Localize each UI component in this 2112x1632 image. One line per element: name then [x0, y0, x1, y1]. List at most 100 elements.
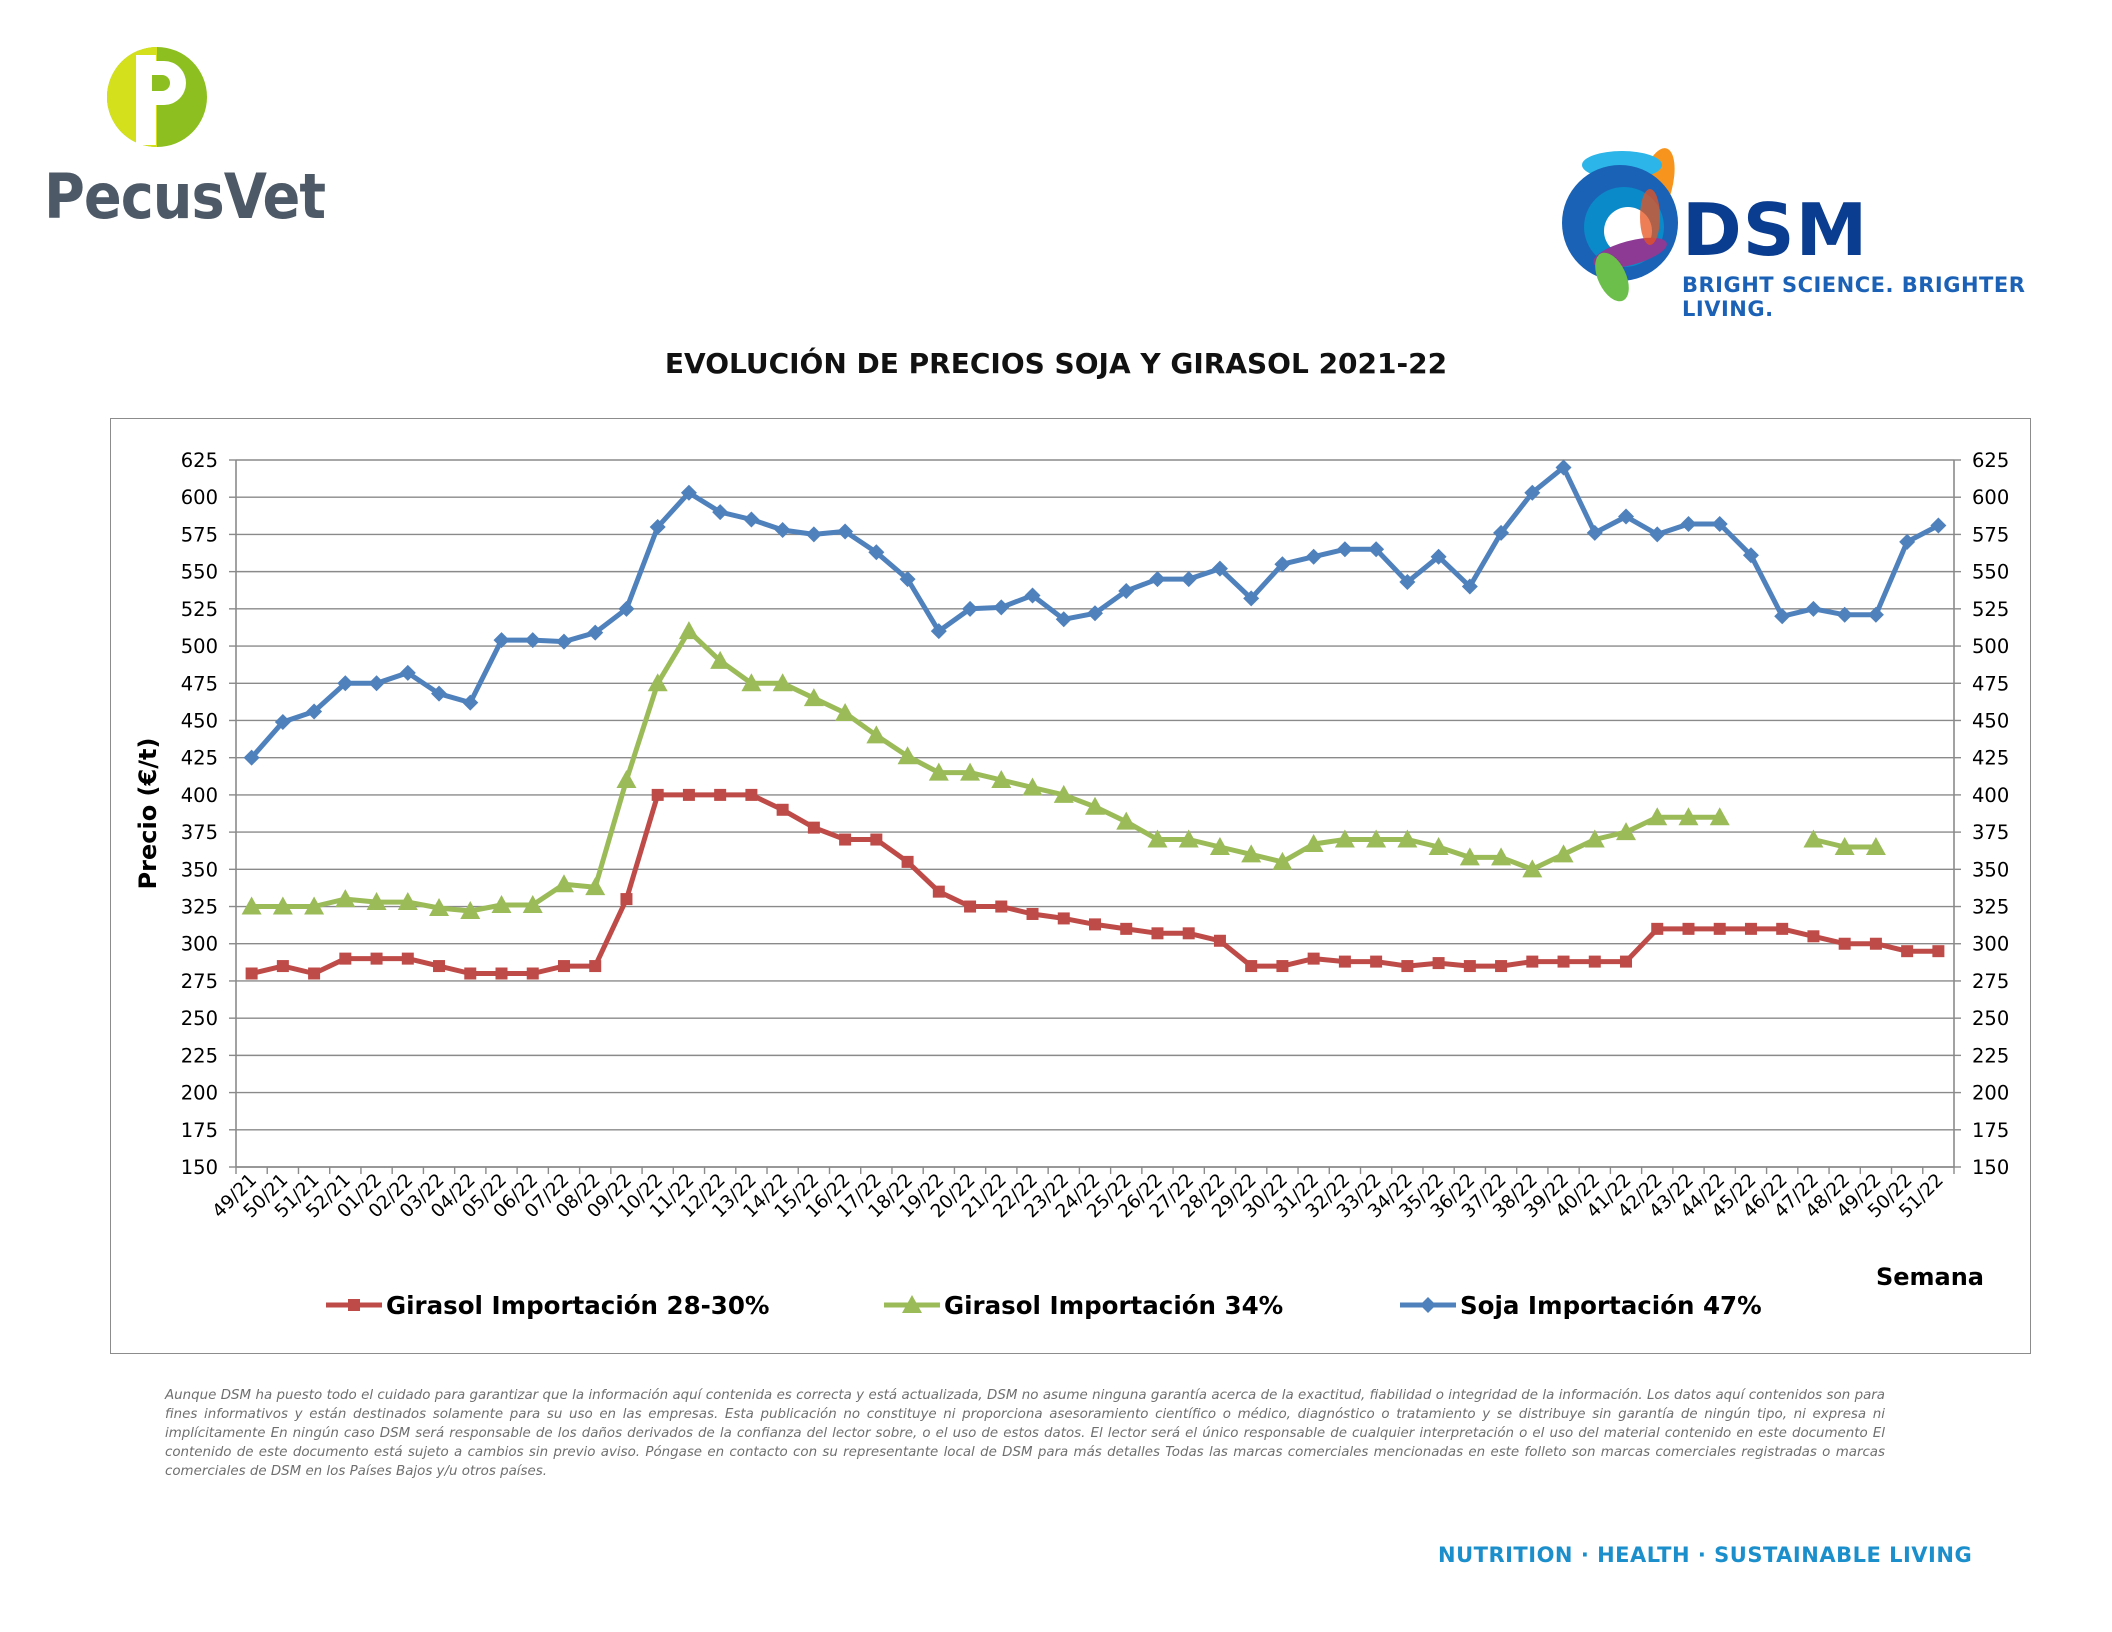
data-point	[1243, 590, 1260, 607]
data-point	[835, 703, 856, 722]
y-tick-label: 300	[181, 933, 218, 956]
data-point	[1274, 556, 1291, 573]
data-point	[276, 960, 289, 973]
x-axis-label: Semana	[1876, 1263, 1984, 1291]
data-point	[241, 896, 262, 915]
data-point	[1276, 960, 1289, 973]
data-point	[1459, 847, 1480, 866]
data-point	[839, 833, 852, 846]
data-point	[1553, 844, 1574, 863]
data-point	[1651, 922, 1664, 935]
y2-tick-label: 350	[1972, 858, 2009, 881]
legal-disclaimer: Aunque DSM ha puesto todo el cuidado par…	[165, 1388, 1885, 1479]
y-tick-label: 575	[181, 523, 218, 546]
y2-tick-label: 525	[1972, 598, 2009, 621]
chart-title: EVOLUCIÓN DE PRECIOS SOJA Y GIRASOL 2021…	[664, 347, 1448, 380]
data-point	[555, 633, 572, 650]
data-point	[866, 725, 887, 744]
y2-tick-label: 225	[1972, 1044, 2009, 1067]
y-tick-label: 350	[181, 858, 218, 881]
data-point	[397, 892, 418, 911]
data-point	[682, 788, 695, 801]
data-point	[1368, 541, 1385, 558]
data-point	[587, 624, 604, 641]
data-point	[1401, 960, 1414, 973]
data-point	[1147, 829, 1168, 848]
data-point	[714, 788, 727, 801]
y-tick-label: 150	[181, 1156, 218, 1179]
y2-tick-label: 200	[1972, 1082, 2009, 1105]
y-tick-label: 450	[181, 709, 218, 732]
legend-label: Girasol Importación 34%	[944, 1291, 1283, 1320]
y-tick-label: 175	[181, 1119, 218, 1142]
data-point	[620, 893, 633, 906]
data-point	[960, 762, 981, 781]
legend-label: Soja Importación 47%	[1460, 1291, 1762, 1320]
data-point	[1118, 582, 1135, 599]
data-point	[1399, 574, 1416, 591]
data-point	[308, 967, 321, 980]
y-tick-label: 375	[181, 821, 218, 844]
data-point	[1680, 516, 1697, 533]
data-point	[433, 960, 446, 973]
data-point	[651, 788, 664, 801]
dsm-swirl-icon	[1562, 148, 1678, 302]
y2-tick-label: 625	[1972, 449, 2009, 472]
footer-tagline: NUTRITION · HEALTH · SUSTAINABLE LIVING	[1438, 1543, 1973, 1567]
data-point	[1649, 526, 1666, 543]
data-point	[1397, 829, 1418, 848]
data-point	[1428, 836, 1449, 855]
data-point	[1584, 829, 1605, 848]
data-point	[1432, 957, 1445, 970]
data-point	[524, 632, 541, 649]
data-point	[1867, 606, 1884, 623]
data-point	[1682, 922, 1695, 935]
y2-tick-label: 500	[1972, 635, 2009, 658]
data-point	[837, 523, 854, 540]
y2-tick-label: 375	[1972, 821, 2009, 844]
data-point	[616, 770, 637, 789]
data-point	[366, 892, 387, 911]
data-point	[995, 900, 1008, 913]
data-point	[928, 762, 949, 781]
data-point	[462, 694, 479, 711]
data-point	[306, 703, 323, 720]
data-point	[1430, 548, 1447, 565]
data-point	[370, 952, 383, 965]
data-point	[401, 952, 414, 965]
y-axis-label: Precio (€/t)	[134, 738, 162, 890]
legend-marker	[1420, 1297, 1436, 1313]
y-tick-label: 275	[181, 970, 218, 993]
data-point	[1366, 829, 1387, 848]
data-point	[1491, 847, 1512, 866]
data-point	[710, 650, 731, 669]
data-point	[243, 749, 260, 766]
data-point	[618, 600, 635, 617]
data-point	[339, 952, 352, 965]
y-tick-label: 200	[181, 1082, 218, 1105]
data-point	[1053, 784, 1074, 803]
data-point	[585, 877, 606, 896]
legend-marker	[348, 1299, 360, 1311]
data-point	[868, 544, 885, 561]
data-point	[1836, 606, 1853, 623]
data-point	[1526, 955, 1539, 968]
data-point	[1524, 484, 1541, 501]
data-point	[337, 675, 354, 692]
data-point	[930, 623, 947, 640]
y-tick-label: 325	[181, 896, 218, 919]
data-point	[1865, 836, 1886, 855]
data-point	[589, 960, 602, 973]
data-point	[1180, 571, 1197, 588]
data-point	[1557, 955, 1570, 968]
data-point	[368, 675, 385, 692]
data-point	[272, 896, 293, 915]
data-point	[807, 821, 820, 834]
data-point	[678, 621, 699, 640]
data-point	[1213, 934, 1226, 947]
data-point	[1555, 459, 1572, 476]
data-point	[1495, 960, 1508, 973]
data-point	[897, 746, 918, 765]
y-tick-label: 625	[181, 449, 218, 472]
